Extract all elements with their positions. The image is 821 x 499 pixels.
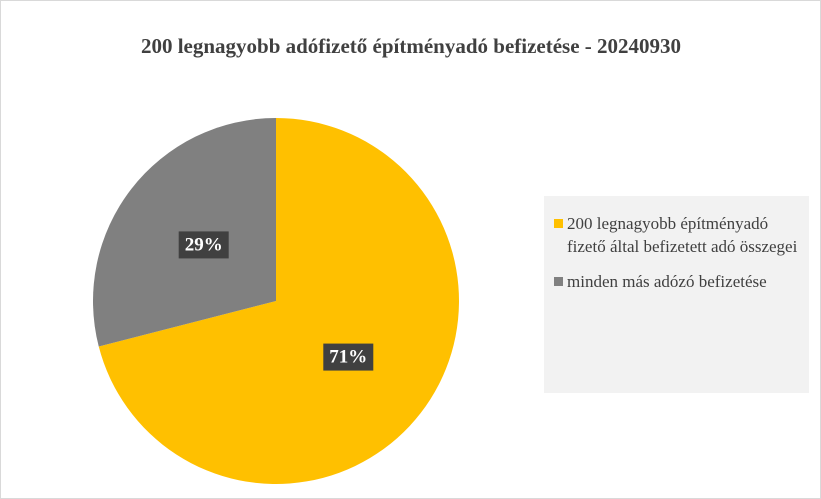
data-label-box (178, 231, 229, 259)
legend-label: 200 legnagyobb építményadó fizető által … (567, 214, 798, 256)
data-label-text: 29% (185, 234, 223, 255)
data-label: 71% (323, 343, 374, 371)
legend-swatch (554, 277, 563, 286)
data-label: 29% (178, 231, 229, 259)
legend-swatch (554, 219, 563, 228)
pie-slice (98, 118, 460, 484)
chart-title: 200 legnagyobb adófizető építményadó bef… (140, 34, 682, 58)
data-label-text: 71% (329, 347, 367, 368)
legend-entry: minden más adózó befizetése (554, 270, 801, 293)
data-label-box (323, 343, 374, 371)
legend: 200 legnagyobb építményadó fizető által … (544, 196, 809, 393)
legend-label: minden más adózó befizetése (567, 272, 767, 291)
legend-entry: 200 legnagyobb építményadó fizető által … (554, 212, 801, 258)
